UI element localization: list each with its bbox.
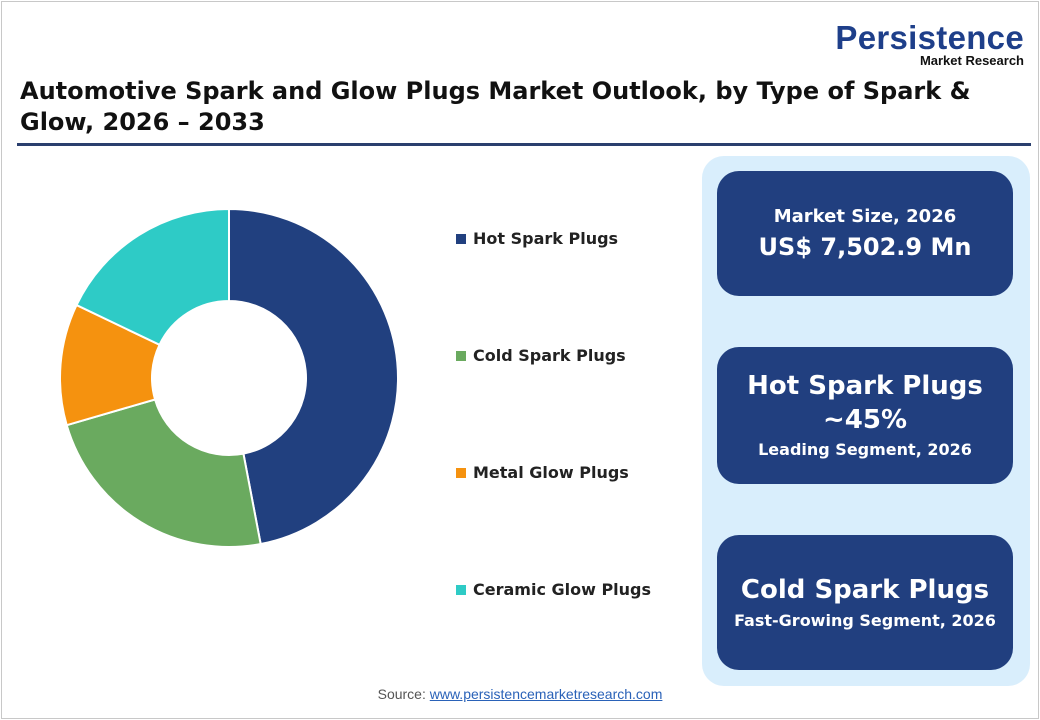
leading-segment-name: Hot Spark Plugs bbox=[747, 370, 983, 401]
donut-slice-cold-spark-plugs bbox=[65, 398, 262, 548]
source-note: Source: www.persistencemarketresearch.co… bbox=[0, 686, 1040, 702]
leading-segment-share: ~45% bbox=[822, 404, 908, 435]
chart-title: Automotive Spark and Glow Plugs Market O… bbox=[20, 77, 971, 136]
logo-wordmark: Persistence bbox=[835, 19, 1024, 56]
legend-swatch bbox=[456, 234, 466, 244]
source-label: Source: bbox=[377, 686, 426, 702]
legend-item: Ceramic Glow Plugs bbox=[456, 580, 651, 599]
legend-item: Metal Glow Plugs bbox=[456, 463, 629, 482]
fast-growing-label: Fast-Growing Segment, 2026 bbox=[734, 610, 996, 630]
legend-label: Cold Spark Plugs bbox=[473, 346, 626, 365]
donut-chart bbox=[59, 207, 400, 548]
fast-growing-name: Cold Spark Plugs bbox=[740, 574, 990, 605]
logo: Persistence Market Research bbox=[835, 19, 1024, 68]
legend-swatch bbox=[456, 468, 466, 478]
legend-label: Hot Spark Plugs bbox=[473, 229, 619, 248]
legend-swatch bbox=[456, 351, 466, 361]
legend-swatch bbox=[456, 585, 466, 595]
title-divider bbox=[17, 143, 1031, 146]
logo-subtitle: Market Research bbox=[919, 53, 1024, 68]
donut-slice-hot-spark-plugs bbox=[228, 207, 400, 546]
legend-label: Ceramic Glow Plugs bbox=[473, 580, 652, 599]
market-size-card: Market Size, 2026 US$ 7,502.9 Mn bbox=[717, 171, 1013, 296]
source-link[interactable]: www.persistencemarketresearch.com bbox=[429, 686, 663, 702]
leading-segment-card: Hot Spark Plugs ~45% Leading Segment, 20… bbox=[717, 347, 1013, 484]
leading-segment-label: Leading Segment, 2026 bbox=[758, 439, 972, 459]
donut-slice-ceramic-glow-plugs bbox=[75, 207, 230, 347]
legend-label: Metal Glow Plugs bbox=[473, 463, 629, 482]
market-size-value: US$ 7,502.9 Mn bbox=[758, 232, 972, 261]
market-size-label: Market Size, 2026 bbox=[773, 205, 957, 227]
legend-item: Hot Spark Plugs bbox=[456, 229, 618, 248]
legend-item: Cold Spark Plugs bbox=[456, 346, 626, 365]
fast-growing-card: Cold Spark Plugs Fast-Growing Segment, 2… bbox=[717, 535, 1013, 670]
